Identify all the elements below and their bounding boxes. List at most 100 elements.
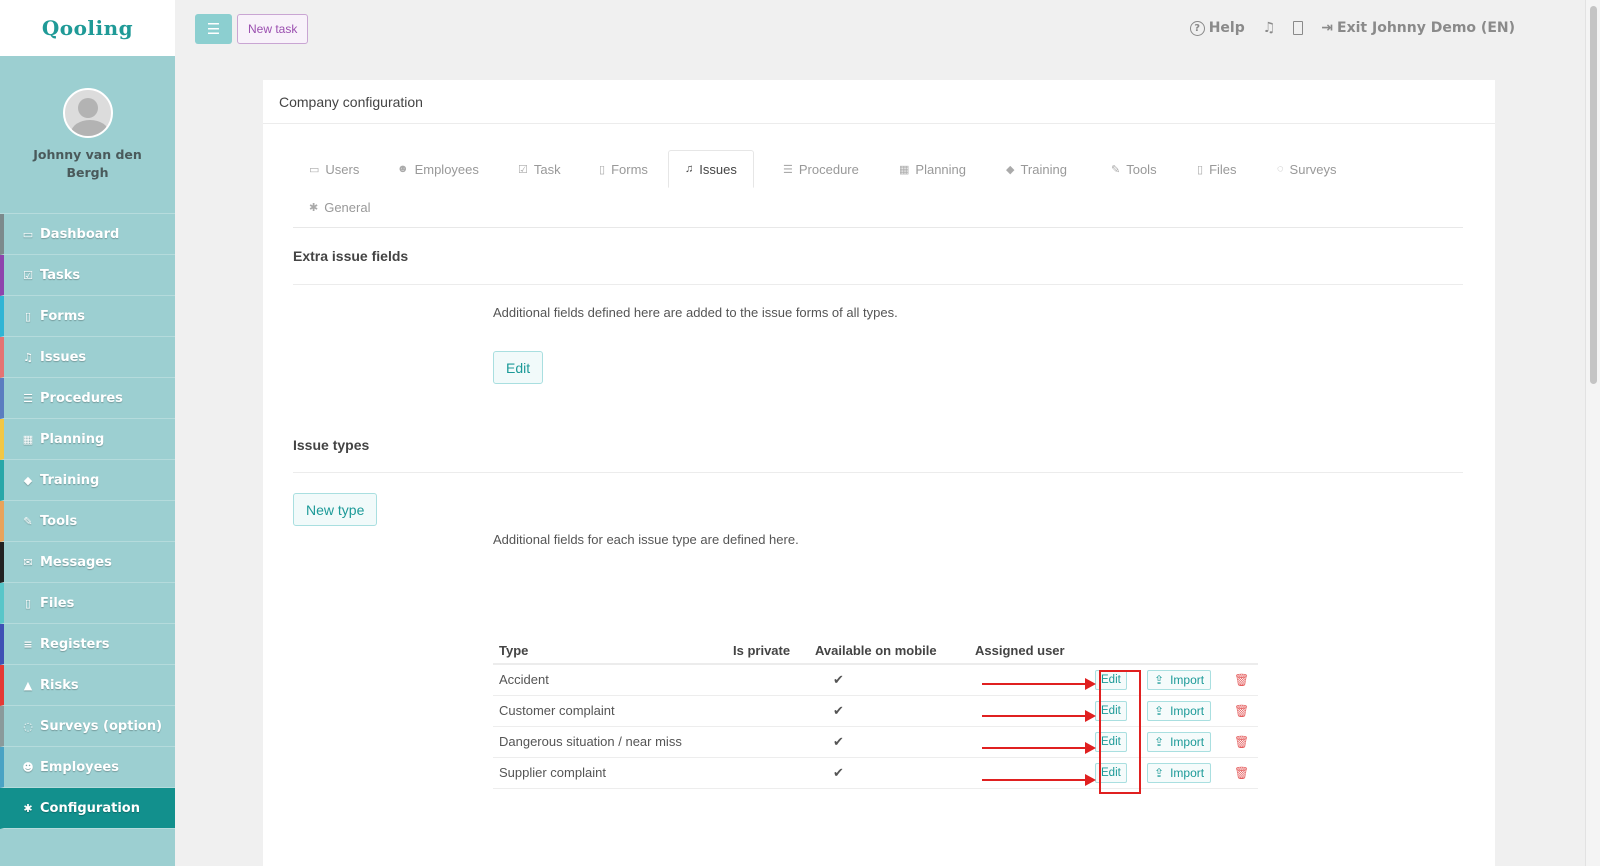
avatar[interactable] [62,88,113,138]
cell-assigned-user [969,695,1089,727]
tab-users[interactable]: ▭ Users [293,150,375,188]
edit-type-button[interactable]: Edit [1095,700,1127,721]
import-button[interactable]: ⇪ Import [1147,700,1212,721]
upload-icon: ⇪ [1154,765,1165,780]
import-button[interactable]: ⇪ Import [1147,762,1212,783]
sidebar-item-risks[interactable]: ▲ Risks [0,665,175,706]
sidebar-item-issues[interactable]: ♫ Issues [0,337,175,378]
tab-files[interactable]: ▯ Files [1181,150,1253,188]
sidebar-item-label: Procedures [40,390,123,406]
tab-label: Procedure [798,161,859,177]
scrollbar-thumb[interactable] [1590,6,1597,384]
edit-type-button[interactable]: Edit [1095,762,1127,783]
tab-tools[interactable]: ✎ Tools [1095,150,1173,188]
trash-icon[interactable]: 🗑 [1234,766,1250,780]
tab-label: Tools [1126,161,1157,177]
check-icon: ✔ [833,764,844,780]
sidebar-item-surveys-option[interactable]: ◌ Surveys (option) [0,706,175,747]
comment-icon: ◌ [23,719,33,733]
calendar-icon: ▦ [22,432,34,446]
sidebar-item-label: Forms [40,308,85,324]
sidebar-item-dashboard[interactable]: ▭ Dashboard [0,214,175,255]
building-button[interactable] [1293,21,1304,35]
tab-training[interactable]: ◆ Training [990,150,1083,188]
import-button[interactable]: ⇪ Import [1147,669,1212,690]
cell-assigned-user [969,664,1089,696]
bell-icon: ♫ [1262,20,1276,36]
table-header-row: Type Is private Available on mobile Assi… [493,638,1258,665]
tab-task[interactable]: ☑ Task [502,150,577,188]
issue-types-table: Type Is private Available on mobile Assi… [493,638,1258,789]
config-tabs: ▭ Users ☻ Employees ☑ Task ▯ Forms ♫ Issues ☰ Proce… [293,150,1463,228]
bell-icon: ♫ [685,163,694,175]
upload-icon: ⇪ [1154,734,1165,749]
app-logo[interactable]: Qooling [41,16,134,40]
help-label: Help [1208,20,1245,36]
annotation-arrow [982,774,1096,786]
check-square-icon: ☑ [518,163,528,176]
sidebar-item-training[interactable]: ◆ Training [0,460,175,501]
tab-planning[interactable]: ▦ Planning [883,150,982,188]
cell-type: Dangerous situation / near miss [493,726,727,758]
sidebar-item-tasks[interactable]: ☑ Tasks [0,255,175,296]
cell-mobile: ✔ [809,695,969,727]
sidebar-item-tools[interactable]: ✎ Tools [0,501,175,542]
configuration-card: Company configuration ▭ Users ☻ Employees ☑ T… [263,80,1495,866]
sidebar-item-label: Training [40,472,100,488]
upload-icon: ⇪ [1154,672,1165,687]
id-card-icon: ▭ [309,163,320,176]
file-icon: ▯ [24,309,32,323]
extra-fields-description: Additional fields defined here are added… [493,305,898,320]
sidebar-item-forms[interactable]: ▯ Forms [0,296,175,337]
edit-type-button[interactable]: Edit [1095,669,1127,690]
cell-mobile: ✔ [809,757,969,789]
sidebar-item-messages[interactable]: ✉ Messages [0,542,175,583]
tab-label: General [324,199,371,215]
tab-label: Planning [915,161,967,177]
file-icon: ▯ [599,163,606,176]
cell-is-private [727,695,809,727]
profile-name: Johnny van den Bergh [33,147,142,180]
exit-link[interactable]: ⇥ Exit Johnny Demo (EN) [1321,20,1515,36]
check-icon: ✔ [833,702,844,718]
sidebar: Qooling Johnny van den Bergh ▭ Dashboard ☑… [0,0,175,866]
menu-toggle-button[interactable]: ☰ [195,14,232,44]
upload-icon: ⇪ [1154,703,1165,718]
tab-issues[interactable]: ♫ Issues [668,150,754,188]
tab-surveys[interactable]: ◌ Surveys [1261,150,1353,188]
tab-employees[interactable]: ☻ Employees [381,150,495,188]
sidebar-item-label: Messages [40,554,112,570]
new-task-button[interactable]: New task [237,14,309,44]
tab-procedure[interactable]: ☰ Procedure [767,150,875,188]
sidebar-item-files[interactable]: ▯ Files [0,583,175,624]
trash-icon[interactable]: 🗑 [1234,704,1250,718]
sidebar-item-planning[interactable]: ▦ Planning [0,419,175,460]
help-link[interactable]: ? Help [1189,20,1245,36]
gear-icon: ✱ [23,801,33,815]
import-button[interactable]: ⇪ Import [1147,731,1212,752]
trash-icon[interactable]: 🗑 [1234,673,1250,688]
cell-assigned-user [969,757,1089,789]
edit-extra-fields-button[interactable]: Edit [493,351,544,384]
table-row: Accident ✔ Edit ⇪ Import 🗑 [493,664,1258,696]
sidebar-item-registers[interactable]: ≡ Registers [0,624,175,665]
notifications-button[interactable]: ♫ [1263,20,1276,36]
registers-icon: ≡ [23,637,33,651]
annotation-arrow [982,742,1096,754]
cell-is-private [727,664,809,696]
table-row: Customer complaint ✔ Edit ⇪ Import 🗑 [493,695,1258,727]
new-type-button[interactable]: New type [293,493,378,526]
sidebar-item-procedures[interactable]: ☰ Procedures [0,378,175,419]
edit-type-button[interactable]: Edit [1095,731,1127,752]
user-profile: Johnny van den Bergh [0,56,175,214]
page-scrollbar[interactable] [1585,0,1600,866]
trash-icon[interactable]: 🗑 [1234,735,1250,749]
list-icon: ☰ [783,163,793,176]
tab-forms[interactable]: ▯ Forms [583,150,664,188]
sidebar-item-configuration[interactable]: ✱ Configuration [0,788,175,829]
page-title: Company configuration [279,93,423,110]
tab-general[interactable]: ✱ General [293,188,386,226]
list-icon: ☰ [23,391,33,405]
sidebar-item-employees[interactable]: ☻ Employees [0,747,175,788]
cell-type: Supplier complaint [493,757,727,789]
